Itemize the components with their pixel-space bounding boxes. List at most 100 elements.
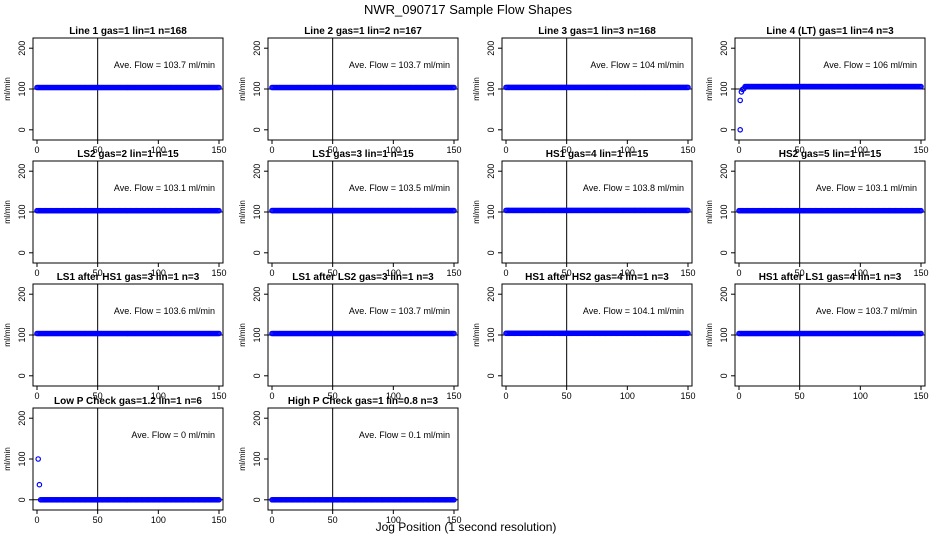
panel-12: HS1 after LS1 gas=4 lin=1 n=3 0 50 100 150 0 1… [705, 272, 929, 401]
y-axis-label: ml/min [3, 323, 12, 347]
y-tick-label: 200 [719, 164, 729, 179]
y-tick-label: 100 [486, 327, 496, 342]
y-tick-label: 200 [486, 287, 496, 302]
x-tick-label: 50 [562, 268, 572, 278]
x-tick-label: 0 [736, 391, 741, 401]
y-tick-label: 0 [17, 250, 27, 255]
y-tick-label: 100 [17, 204, 27, 219]
x-tick-label: 150 [446, 145, 461, 155]
data-point [918, 330, 924, 337]
x-tick-label: 100 [386, 145, 401, 155]
data-point [216, 84, 222, 91]
x-tick-label: 100 [853, 391, 868, 401]
x-tick-label: 0 [269, 391, 274, 401]
y-tick-label: 200 [719, 287, 729, 302]
y-tick-label: 0 [719, 127, 729, 132]
panel-title: Line 4 (LT) gas=1 lin=4 n=3 [766, 26, 894, 37]
x-tick-label: 0 [269, 268, 274, 278]
y-axis-label: ml/min [238, 77, 247, 101]
average-flow-annotation: Ave. Flow = 104 ml/min [590, 60, 684, 70]
y-tick-label: 0 [252, 127, 262, 132]
y-tick-label: 200 [252, 287, 262, 302]
x-tick-label: 150 [680, 145, 695, 155]
x-tick-label: 150 [446, 515, 461, 525]
x-tick-label: 150 [211, 145, 226, 155]
y-axis-label: ml/min [238, 200, 247, 224]
panel-2: Line 2 gas=1 lin=2 n=167 0 50 100 150 0 100 200… [238, 26, 462, 155]
x-tick-label: 100 [853, 268, 868, 278]
x-tick-label: 50 [93, 391, 103, 401]
data-point [216, 207, 222, 214]
y-axis-label: ml/min [3, 447, 12, 471]
x-tick-label: 100 [151, 268, 166, 278]
x-tick-label: 0 [34, 391, 39, 401]
average-flow-annotation: Ave. Flow = 106 ml/min [823, 60, 917, 70]
y-tick-label: 100 [252, 81, 262, 96]
panel-title: HS1 after LS1 gas=4 lin=1 n=3 [759, 272, 902, 283]
data-point [451, 207, 457, 214]
y-tick-label: 200 [486, 164, 496, 179]
x-tick-label: 150 [913, 145, 928, 155]
x-tick-label: 50 [795, 145, 805, 155]
x-tick-label: 150 [446, 268, 461, 278]
panel-title: Line 3 gas=1 lin=3 n=168 [538, 26, 656, 37]
y-tick-label: 200 [17, 287, 27, 302]
y-tick-label: 100 [486, 204, 496, 219]
panels: Line 1 gas=1 lin=1 n=168 0 50 100 150 0 100 200… [3, 26, 929, 525]
average-flow-annotation: Ave. Flow = 0 ml/min [131, 430, 215, 440]
average-flow-annotation: Ave. Flow = 103.1 ml/min [816, 183, 917, 193]
y-tick-label: 0 [486, 127, 496, 132]
panel-13: Low P Check gas=1.2 lin=1 n=6 0 50 100 150 0 1… [3, 396, 227, 525]
panel-title: LS1 after LS2 gas=3 lin=1 n=3 [292, 272, 434, 283]
average-flow-annotation: Ave. Flow = 103.1 ml/min [114, 183, 215, 193]
x-tick-label: 50 [328, 391, 338, 401]
x-tick-label: 150 [211, 391, 226, 401]
x-tick-label: 0 [503, 145, 508, 155]
y-tick-label: 100 [252, 327, 262, 342]
average-flow-annotation: Ave. Flow = 103.7 ml/min [349, 306, 450, 316]
data-point [451, 330, 457, 337]
average-flow-annotation: Ave. Flow = 103.5 ml/min [349, 183, 450, 193]
x-tick-label: 100 [386, 268, 401, 278]
x-tick-label: 150 [211, 268, 226, 278]
x-tick-label: 50 [93, 268, 103, 278]
x-tick-label: 150 [913, 268, 928, 278]
x-tick-label: 100 [151, 515, 166, 525]
data-point [737, 97, 744, 104]
x-tick-label: 0 [736, 268, 741, 278]
y-tick-label: 100 [17, 451, 27, 466]
x-tick-label: 50 [562, 145, 572, 155]
panel-title: Line 1 gas=1 lin=1 n=168 [69, 26, 187, 37]
y-axis-label: ml/min [705, 77, 714, 101]
x-tick-label: 100 [620, 145, 635, 155]
y-tick-label: 200 [252, 164, 262, 179]
plot-frame [267, 407, 459, 511]
panel-11: HS1 after HS2 gas=4 lin=1 n=3 0 50 100 150 0 1… [472, 272, 696, 401]
average-flow-annotation: Ave. Flow = 103.8 ml/min [583, 183, 684, 193]
y-axis-label: ml/min [238, 323, 247, 347]
average-flow-annotation: Ave. Flow = 103.7 ml/min [349, 60, 450, 70]
data-point [216, 330, 222, 337]
y-tick-label: 200 [252, 411, 262, 426]
x-tick-label: 100 [386, 515, 401, 525]
panel-title: HS2 gas=5 lin=1 n=15 [779, 149, 882, 160]
x-tick-label: 0 [503, 268, 508, 278]
x-tick-label: 50 [93, 515, 103, 525]
x-tick-label: 0 [503, 391, 508, 401]
y-tick-label: 100 [486, 81, 496, 96]
y-tick-label: 100 [17, 327, 27, 342]
data-point [451, 84, 457, 91]
y-tick-label: 0 [719, 373, 729, 378]
y-tick-label: 0 [17, 373, 27, 378]
data-point [685, 330, 691, 337]
y-tick-label: 100 [17, 81, 27, 96]
x-tick-label: 50 [328, 268, 338, 278]
data-point [685, 84, 691, 91]
panel-3: Line 3 gas=1 lin=3 n=168 0 50 100 150 0 100 200… [472, 26, 696, 155]
y-axis-label: ml/min [3, 77, 12, 101]
average-flow-annotation: Ave. Flow = 103.6 ml/min [114, 306, 215, 316]
panel-title: HS1 gas=4 lin=1 n=15 [546, 149, 649, 160]
x-tick-label: 150 [680, 268, 695, 278]
y-tick-label: 0 [252, 497, 262, 502]
